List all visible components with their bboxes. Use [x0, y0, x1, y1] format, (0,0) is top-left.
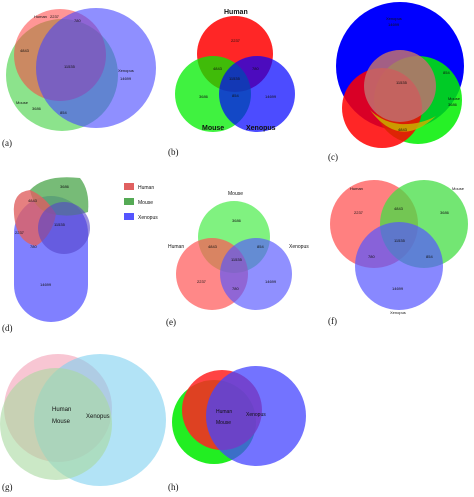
venn-e-xenopus-count: 14699 — [265, 279, 277, 284]
panel-b-label: (b) — [168, 147, 179, 157]
venn-h-human-label: Human — [216, 409, 232, 415]
legend-swatch-mouse — [124, 198, 134, 205]
venn-b-hmx-count: 11535 — [229, 76, 241, 81]
venn-e-hm-count: 4843 — [208, 244, 218, 249]
venn-d-xenopus-count: 14699 — [40, 282, 52, 287]
venn-b-human-count: 2237 — [231, 38, 241, 43]
venn-f-xenopus-count: 14699 — [392, 286, 404, 291]
panel-a: Human 2237 780 4843 11535 Xenopus 14699 … — [2, 8, 156, 148]
panel-a-label: (a) — [2, 138, 12, 148]
venn-h-mouse-label: Mouse — [216, 420, 231, 426]
venn-c-xenopus-count: 14699 — [388, 22, 400, 27]
legend-d: Human Mouse Xenopus — [124, 183, 158, 221]
venn-d-mouse-count: 3686 — [60, 184, 70, 189]
venn-b-xenopus-label: Xenopus — [246, 125, 276, 132]
venn-a-xenopus-count: 14699 — [120, 76, 132, 81]
legend-label-xenopus: Xenopus — [138, 215, 158, 221]
venn-b-hx-count: 780 — [252, 66, 259, 71]
venn-e-hmx-count: 11535 — [231, 257, 243, 262]
venn-e-hx-count: 780 — [232, 286, 239, 291]
venn-c-mx-count: 854 — [443, 70, 450, 75]
panel-f: Human Mouse 2237 4843 3686 11535 780 854… — [328, 180, 468, 326]
venn-a-human-label: Human — [34, 14, 47, 19]
venn-a-mouse-label: Mouse — [16, 100, 29, 105]
venn-a-xenopus-label: Xenopus — [118, 68, 134, 73]
legend-label-mouse: Mouse — [138, 200, 153, 206]
venn-a-mx-count: 854 — [60, 110, 67, 115]
legend-swatch-human — [124, 183, 134, 190]
venn-c-hm-count: 4843 — [398, 127, 408, 132]
venn-a-human-count: 2237 — [50, 14, 60, 19]
venn-g-mouse-label: Mouse — [52, 419, 71, 425]
venn-c-hm-region — [370, 110, 436, 132]
venn-f-mx-count: 854 — [426, 254, 433, 259]
venn-g-mouse-set — [0, 368, 112, 480]
venn-e-human-count: 2237 — [197, 279, 207, 284]
venn-e-mouse-label: Mouse — [228, 191, 243, 197]
panel-e: Mouse 3686 Human 4843 854 Xenopus 11535 … — [166, 191, 309, 327]
venn-a-hx-count: 780 — [74, 18, 81, 23]
panel-h: Human Xenopus Mouse (h) — [168, 366, 306, 492]
venn-g-xenopus-label: Xenopus — [86, 414, 110, 420]
venn-f-human-count: 2237 — [354, 210, 364, 215]
panel-g: Human Xenopus Mouse (g) — [0, 354, 166, 492]
venn-e-mx-count: 854 — [257, 244, 264, 249]
venn-f-human-label: Human — [350, 186, 363, 191]
venn-a-hm-count: 4843 — [20, 48, 30, 53]
venn-c-hmx-count: 11535 — [396, 80, 408, 85]
venn-a-xenopus-set — [36, 8, 156, 128]
venn-f-hx-count: 780 — [368, 254, 375, 259]
venn-f-mouse-label: Mouse — [452, 186, 465, 191]
venn-b-human-label: Human — [224, 9, 248, 16]
venn-d-hmx-count: 11535 — [54, 222, 66, 227]
legend-swatch-xenopus — [124, 213, 134, 220]
venn-b-mouse-label: Mouse — [202, 125, 224, 132]
venn-d-core-region — [38, 202, 90, 254]
venn-c-mouse-count: 3686 — [448, 102, 458, 107]
venn-e-mouse-count: 3686 — [232, 218, 242, 223]
venn-a-hmx-count: 11535 — [64, 64, 76, 69]
venn-c-mouse-label: Mouse — [448, 96, 461, 101]
venn-d-hm-count: 4843 — [28, 198, 38, 203]
venn-b-hm-count: 4843 — [213, 66, 223, 71]
venn-h-xenopus-label: Xenopus — [246, 412, 266, 418]
venn-e-xenopus-label: Xenopus — [289, 244, 309, 250]
panel-e-label: (e) — [166, 317, 176, 327]
panel-b: Human 2237 4843 780 11535 3686 854 14699… — [168, 9, 295, 157]
panel-g-label: (g) — [2, 482, 13, 492]
venn-d-human-count: 2237 — [15, 230, 25, 235]
venn-b-xenopus-set — [219, 56, 295, 132]
panel-d-label: (d) — [2, 323, 13, 333]
venn-b-mouse-count: 3686 — [199, 94, 209, 99]
venn-a-mouse-count: 3686 — [32, 106, 42, 111]
venn-b-xenopus-count: 14699 — [265, 94, 277, 99]
venn-c-overlap-region — [364, 50, 436, 122]
venn-e-xenopus-set — [220, 238, 292, 310]
venn-h-xenopus-set — [206, 366, 306, 466]
panel-d: 3686 4843 2237 11535 780 14699 Human Mou… — [2, 177, 158, 333]
legend-label-human: Human — [138, 185, 154, 191]
panel-h-label: (h) — [168, 482, 179, 492]
venn-f-hmx-count: 11535 — [394, 238, 406, 243]
venn-d-hx-count: 780 — [30, 244, 37, 249]
venn-e-human-label: Human — [168, 244, 184, 250]
venn-c-xenopus-label: Xenopus — [386, 16, 402, 21]
panel-c-label: (c) — [328, 152, 338, 162]
venn-f-mouse-count: 3686 — [440, 210, 450, 215]
venn-g-human-label: Human — [52, 407, 71, 413]
panel-c: Xenopus 14699 11535 854 Mouse 3686 4843 … — [328, 2, 464, 162]
panel-f-label: (f) — [328, 316, 337, 326]
venn-b-mx-count: 854 — [232, 93, 239, 98]
venn-f-hm-count: 4843 — [394, 206, 404, 211]
venn-f-xenopus-label: Xenopus — [390, 310, 406, 315]
venn-f-xenopus-set — [355, 222, 443, 310]
